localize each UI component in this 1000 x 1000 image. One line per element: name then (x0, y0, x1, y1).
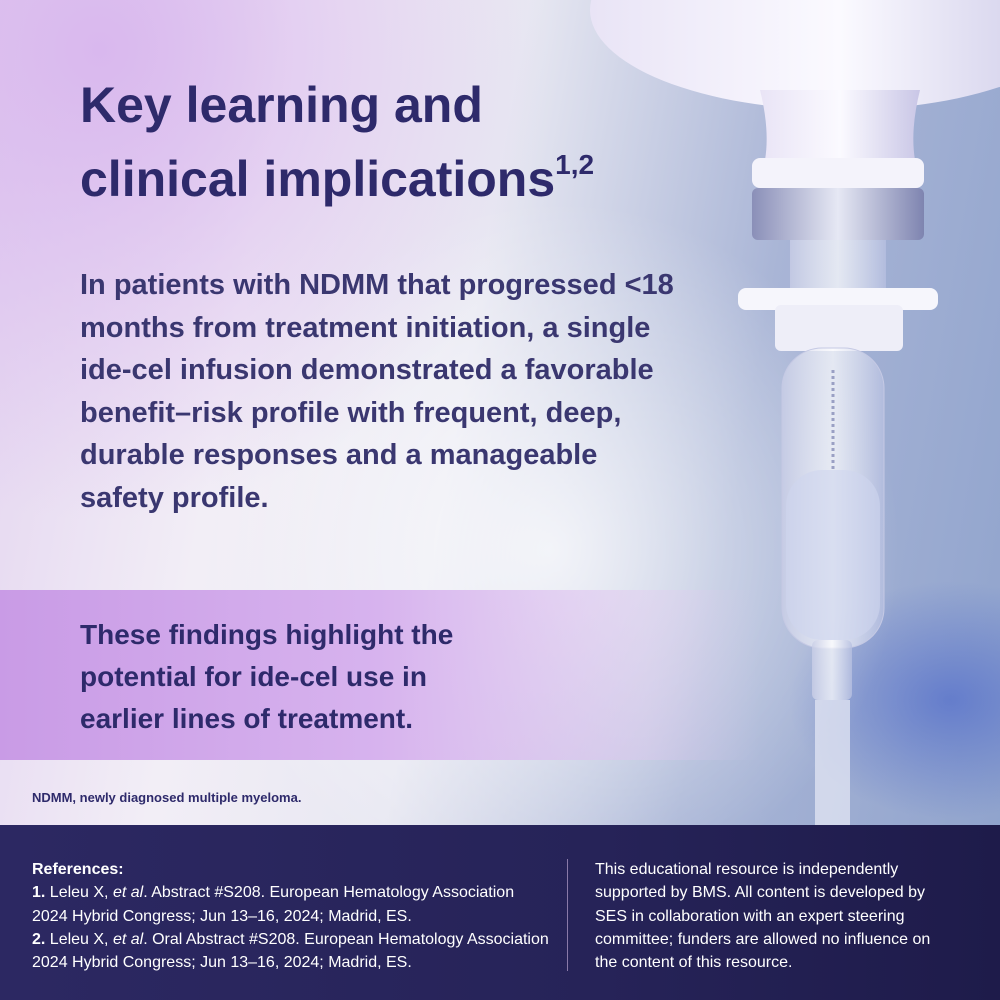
reference-etal: et al (112, 930, 144, 948)
highlight-band (0, 590, 760, 760)
reference-author: Leleu X, (45, 884, 113, 902)
clinical-implication-text: These findings highlight the potential f… (80, 614, 453, 740)
footer: References: 1. Leleu X, et al. Abstract … (0, 825, 1000, 1000)
reference-detail: . Abstract #S208. European Hematology As… (32, 884, 515, 925)
implication-line: earlier lines of treatment. (80, 703, 414, 734)
references-heading: References: (32, 861, 124, 878)
reference-item: 1. Leleu X, et al. Abstract #S208. Europ… (32, 881, 552, 928)
abbreviation-note: NDMM, newly diagnosed multiple myeloma. (32, 790, 302, 805)
reference-item: 2. Leleu X, et al. Oral Abstract #S208. … (32, 928, 552, 975)
funding-disclaimer: This educational resource is independent… (595, 861, 931, 972)
reference-superscript: 1,2 (555, 149, 595, 180)
title-text: clinical implications (80, 151, 556, 207)
page-title: Key learning and clinical implications1,… (80, 75, 594, 209)
references: References: 1. Leleu X, et al. Abstract … (32, 858, 552, 974)
reference-number: 2. (32, 930, 46, 948)
key-learning-text: In patients with NDMM that progressed <1… (80, 269, 674, 514)
title-line-2: clinical implications1,2 (80, 135, 594, 209)
footer-divider (567, 859, 568, 971)
reference-author: Leleu X, (45, 930, 113, 948)
reference-number: 1. (32, 884, 46, 902)
implication-line: These findings highlight the (80, 619, 454, 650)
reference-detail: . Oral Abstract #S208. European Hematolo… (32, 930, 549, 972)
implication-line: potential for ide-cel use in (80, 661, 427, 692)
reference-etal: et al (112, 884, 144, 902)
title-line-1: Key learning and (80, 77, 483, 133)
